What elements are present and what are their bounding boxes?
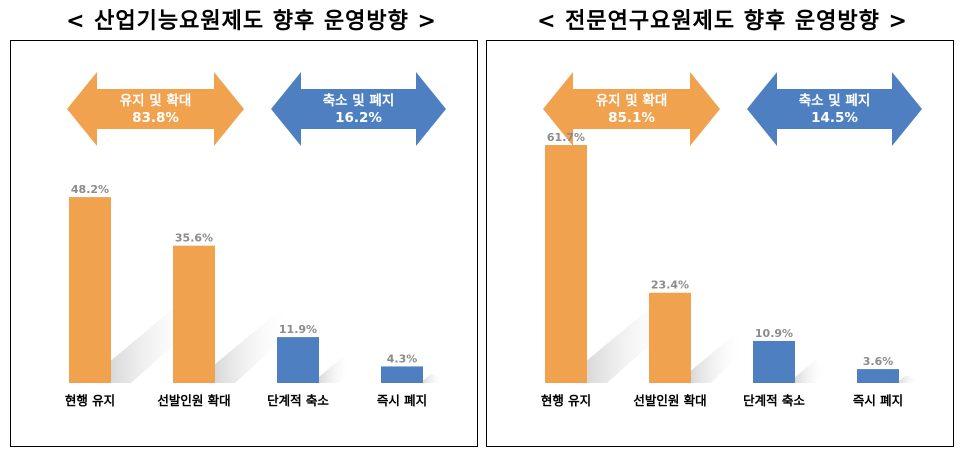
category-label: 단계적 축소 <box>267 393 329 408</box>
group-arrow-value: 16.2% <box>335 110 382 126</box>
category-label: 즉시 폐지 <box>853 393 903 408</box>
bar-shadow <box>899 375 919 383</box>
bar-shadow <box>215 307 293 383</box>
bar-2 <box>649 292 691 383</box>
group-arrow-maintain-expand <box>543 72 720 146</box>
group-arrow-label: 축소 및 폐지 <box>799 92 871 109</box>
chart-panel-research: 유지 및 확대 85.1% 축소 및 폐지 14.5% 61.7% 현행 유지 23.4% 선… <box>486 40 954 447</box>
bar-4 <box>381 366 423 383</box>
chart-title-industrial: < 산업기능요원제도 향후 운영방향 > <box>66 9 437 34</box>
group-arrow-label: 축소 및 폐지 <box>323 92 395 109</box>
group-arrow-reduce-abolish <box>271 72 446 146</box>
category-label: 현행 유지 <box>541 393 591 408</box>
category-label: 현행 유지 <box>65 393 115 408</box>
chart-panel-industrial: 유지 및 확대 83.8% 축소 및 폐지 16.2% 48.2% 현행 유지 35.6% 선… <box>10 40 478 447</box>
category-label: 즉시 폐지 <box>377 393 427 408</box>
bar-4 <box>857 369 899 383</box>
group-arrow-label: 유지 및 확대 <box>596 92 668 109</box>
bar-value-label: 11.9% <box>279 323 317 336</box>
group-arrow-reduce-abolish <box>747 72 922 146</box>
bar-3 <box>753 340 795 383</box>
group-arrow-value: 14.5% <box>811 110 858 126</box>
group-arrow-maintain-expand <box>67 72 244 146</box>
category-label: 단계적 축소 <box>743 393 805 408</box>
bar-value-label: 10.9% <box>755 327 793 340</box>
bar-value-label: 4.3% <box>387 352 418 365</box>
bar-1 <box>69 197 111 383</box>
bar-3 <box>277 337 319 383</box>
bar-value-label: 35.6% <box>175 232 213 245</box>
bar-shadow <box>691 333 746 383</box>
bar-value-label: 48.2% <box>71 183 109 196</box>
category-label: 선발인원 확대 <box>157 393 230 408</box>
group-arrow-value: 85.1% <box>608 110 655 126</box>
group-arrow-label: 유지 및 확대 <box>120 92 192 109</box>
bar-1 <box>545 145 587 383</box>
bar-value-label: 3.6% <box>863 355 894 368</box>
bar-value-label: 23.4% <box>651 279 689 292</box>
chart-title-research: < 전문연구요원제도 향후 운영방향 > <box>537 9 908 34</box>
category-label: 선발인원 확대 <box>633 393 706 408</box>
bar-shadow <box>795 359 826 383</box>
bar-shadow <box>319 357 352 383</box>
bar-2 <box>173 245 215 383</box>
bar-value-label: 61.7% <box>547 131 585 144</box>
bar-shadow <box>423 373 443 383</box>
group-arrow-value: 83.8% <box>132 110 179 126</box>
